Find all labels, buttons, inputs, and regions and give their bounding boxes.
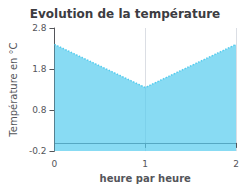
svg-text:heure par heure: heure par heure — [100, 173, 191, 184]
svg-text:0.8: 0.8 — [32, 105, 47, 115]
svg-text:1: 1 — [142, 159, 148, 169]
svg-text:Température en °C: Température en °C — [8, 42, 19, 137]
svg-text:1.8: 1.8 — [32, 64, 47, 74]
svg-text:Evolution de la température: Evolution de la température — [30, 7, 221, 21]
svg-text:-0.2: -0.2 — [29, 146, 47, 156]
svg-text:2: 2 — [233, 159, 239, 169]
svg-text:0: 0 — [52, 159, 58, 169]
svg-text:2.8: 2.8 — [32, 23, 47, 33]
